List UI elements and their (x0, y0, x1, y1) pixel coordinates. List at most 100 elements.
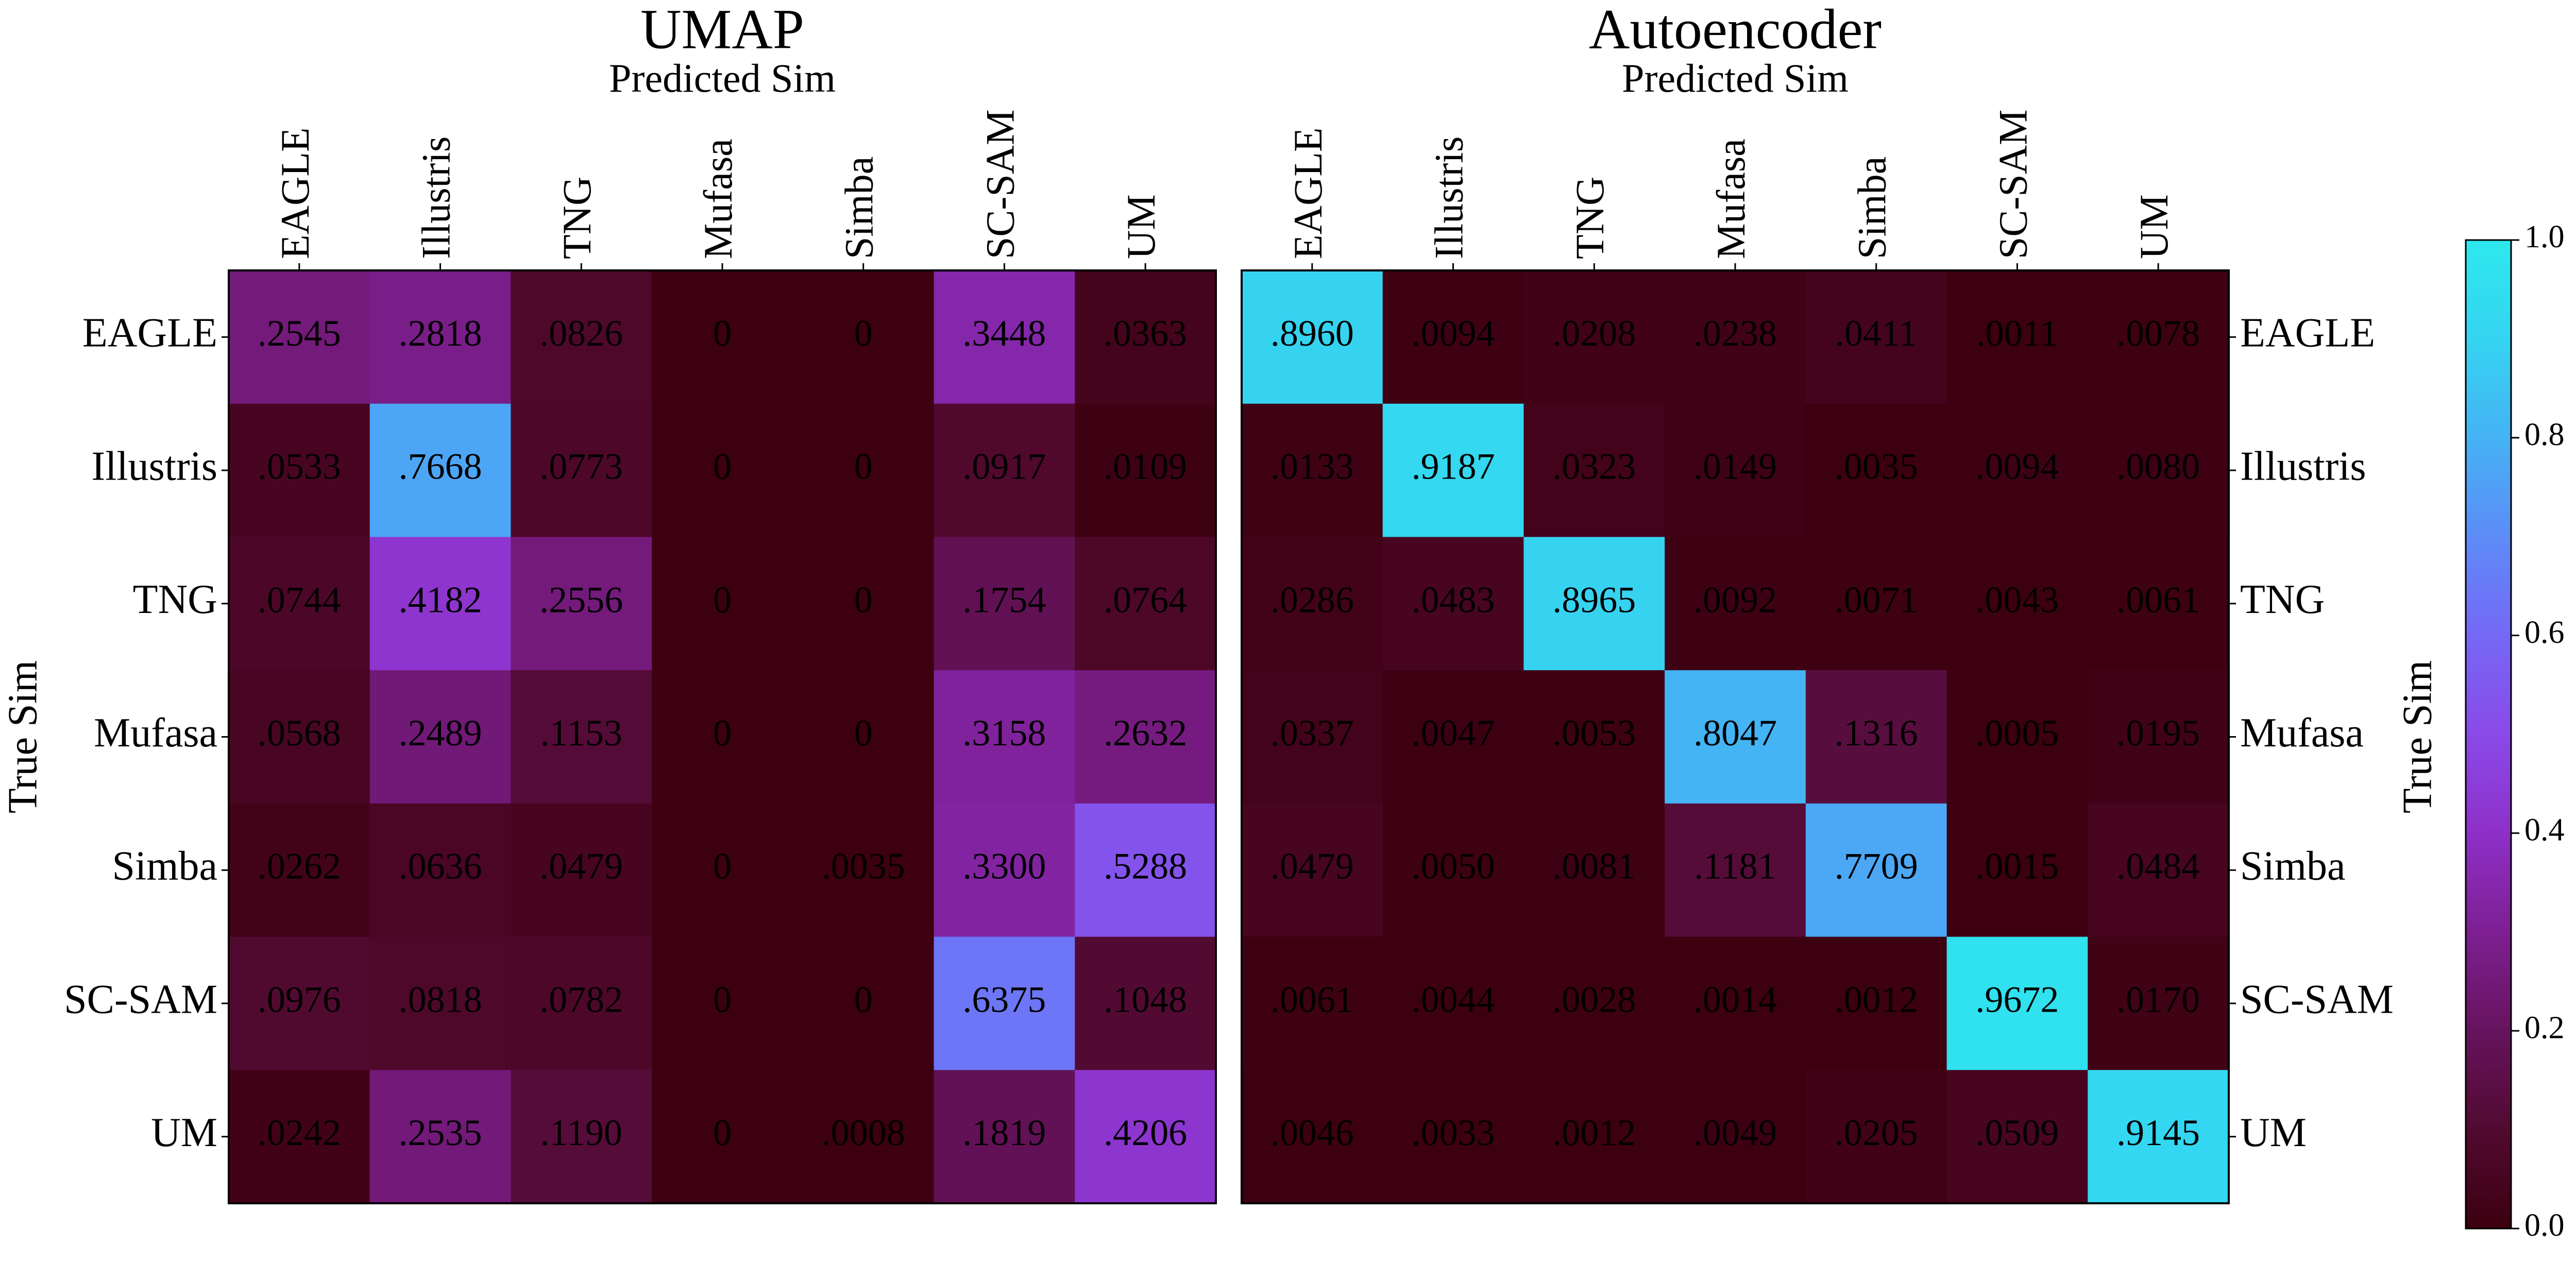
cell-label: .0035 (822, 846, 905, 887)
cell-label: .0044 (1412, 979, 1495, 1020)
cell-label: .0238 (1693, 313, 1777, 354)
colorbar-tick-label: 0.8 (2524, 417, 2565, 452)
heatmap-cell (369, 670, 511, 804)
cell-label: .8960 (1270, 313, 1354, 354)
cell-label: .1048 (1104, 979, 1187, 1020)
heatmap-cell (1946, 936, 2088, 1070)
cell-label: 0 (713, 446, 732, 487)
x-tick-label: TNG (554, 177, 599, 259)
cell-label: .8965 (1552, 579, 1636, 620)
cell-label: 0 (713, 712, 732, 754)
heatmap-cell (1242, 403, 1383, 537)
heatmap-cell (511, 936, 652, 1070)
cell-label: .0363 (1104, 313, 1187, 354)
heatmap-cell (369, 403, 511, 537)
heatmap-cell (1075, 936, 1216, 1070)
heatmap-cell (1075, 670, 1216, 804)
x-tick-label: Illustris (413, 137, 458, 259)
x-tick-label: Mufasa (1708, 139, 1753, 259)
y-tick-label: Mufasa (2240, 710, 2364, 756)
heatmap-cell (229, 670, 370, 804)
cell-label: .0976 (258, 979, 341, 1020)
heatmap-cell (934, 403, 1075, 537)
y-tick-label: Mufasa (94, 710, 217, 756)
cell-label: .0483 (1412, 579, 1495, 620)
heatmap-cell (1665, 270, 1806, 404)
heatmap-cell (934, 803, 1075, 937)
heatmap-cell (792, 936, 935, 1070)
heatmap-cell (1242, 1070, 1383, 1204)
cell-label: .2535 (399, 1112, 482, 1153)
cell-label: .0081 (1552, 846, 1636, 887)
cell-label: .0208 (1552, 313, 1636, 354)
cell-label: .0047 (1412, 712, 1495, 754)
cell-label: 0 (854, 979, 873, 1020)
y-tick-label: EAGLE (82, 311, 217, 356)
cell-label: .0744 (258, 579, 341, 620)
cell-label: .0094 (1975, 446, 2059, 487)
heatmap-cell (2088, 1070, 2229, 1204)
y-tick-label: Illustris (92, 444, 217, 489)
cell-label: .8047 (1693, 712, 1777, 754)
x-tick-label: EAGLE (273, 127, 317, 259)
heatmap-cell (652, 803, 793, 937)
cell-label: 0 (713, 846, 732, 887)
cell-label: .2632 (1104, 712, 1187, 754)
heatmap-cell (1075, 537, 1216, 671)
cell-label: .0411 (1835, 313, 1917, 354)
heatmap-cell (1805, 936, 1947, 1070)
heatmap-cell (934, 1070, 1075, 1204)
heatmap-cell (1242, 270, 1383, 404)
cell-label: .1153 (540, 712, 622, 754)
cell-label: 0 (854, 579, 873, 620)
x-axis-label: Predicted Sim (1622, 56, 1849, 100)
heatmap-cell (1805, 803, 1947, 937)
heatmap-cell (1946, 537, 2088, 671)
heatmap-cell (1946, 803, 2088, 937)
cell-label: .0050 (1412, 846, 1495, 887)
cell-label: 0 (713, 1112, 732, 1153)
x-tick-label: Illustris (1426, 137, 1471, 259)
heatmap-cell (229, 1070, 370, 1204)
cell-label: 0 (854, 712, 873, 754)
cell-label: .0917 (962, 446, 1046, 487)
heatmap-cell (1382, 403, 1524, 537)
cell-label: .3300 (962, 846, 1046, 887)
cell-label: .1819 (962, 1112, 1046, 1153)
heatmap-cell (1382, 670, 1524, 804)
cell-label: .0012 (1835, 979, 1918, 1020)
x-tick-label: UM (2131, 194, 2176, 259)
colorbar-tick-label: 0.6 (2524, 615, 2565, 650)
cell-label: .0337 (1270, 712, 1354, 754)
heatmap-cell (652, 936, 793, 1070)
cell-label: .0109 (1104, 446, 1187, 487)
heatmap-cell (511, 270, 652, 404)
heatmap-cell (2088, 537, 2229, 671)
heatmap-cell (1523, 1070, 1665, 1204)
cell-label: .5288 (1104, 846, 1187, 887)
y-tick-label: Illustris (2240, 444, 2366, 489)
y-tick-label: Simba (112, 844, 217, 889)
y-tick-label: SC-SAM (2240, 977, 2394, 1022)
heatmap-cell (229, 270, 370, 404)
x-tick-label: EAGLE (1285, 127, 1330, 259)
cell-label: .0195 (2116, 712, 2200, 754)
heatmap-cell (1523, 936, 1665, 1070)
heatmap-cell (369, 537, 511, 671)
colorbar-tick-label: 0.2 (2524, 1010, 2565, 1045)
y-tick-label: SC-SAM (64, 977, 217, 1022)
cell-label: .0008 (822, 1112, 905, 1153)
cell-label: .0205 (1835, 1112, 1918, 1153)
heatmap-cell (1946, 670, 2088, 804)
cell-label: .2545 (258, 313, 341, 354)
heatmap-cell (792, 403, 935, 537)
chart-title: UMAP (640, 0, 804, 60)
cell-label: .0061 (1270, 979, 1354, 1020)
cell-label: .9187 (1412, 446, 1495, 487)
heatmap-cell (1805, 1070, 1947, 1204)
heatmap-cell (229, 537, 370, 671)
heatmap-cell (511, 403, 652, 537)
cell-label: .0092 (1693, 579, 1777, 620)
heatmap-cell (1382, 803, 1524, 937)
